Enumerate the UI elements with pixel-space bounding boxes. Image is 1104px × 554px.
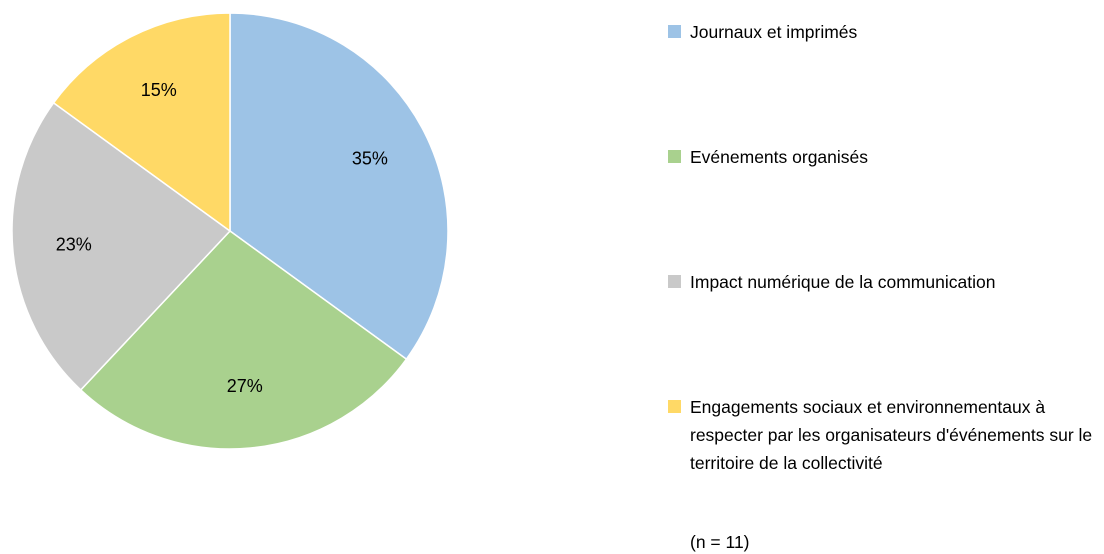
legend-swatch — [668, 275, 681, 288]
chart: 35% 27% 23% 15% — [11, 12, 449, 450]
legend-swatch — [668, 400, 681, 413]
data-label: 27% — [227, 376, 263, 396]
data-label: 35% — [352, 148, 388, 168]
data-label: 23% — [56, 235, 92, 255]
legend-label: Evénements organisés — [690, 147, 869, 167]
pie-slice — [52, 12, 231, 233]
pie-slice — [11, 101, 232, 391]
pie-slice — [79, 230, 408, 450]
legend-swatch — [668, 25, 681, 38]
legend-swatch — [668, 150, 681, 163]
legend-label: Engagements sociaux et environnementaux … — [690, 397, 1093, 473]
legend-label: Impact numérique de la communication — [690, 272, 996, 292]
annotation: (n = 11) — [690, 532, 750, 552]
data-label: 15% — [141, 80, 177, 100]
pie-slice — [229, 12, 449, 361]
legend-label: Journaux et imprimés — [690, 22, 858, 42]
